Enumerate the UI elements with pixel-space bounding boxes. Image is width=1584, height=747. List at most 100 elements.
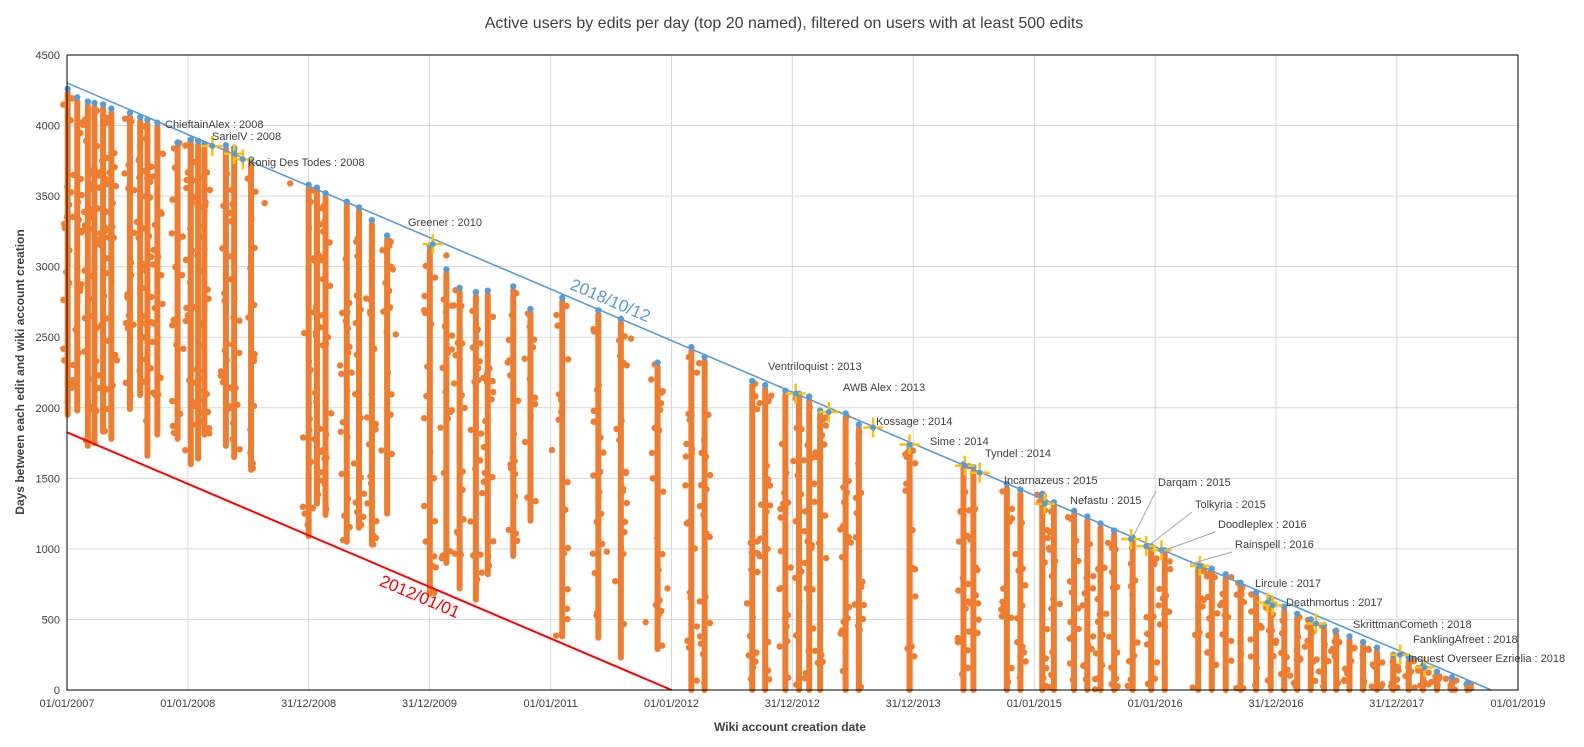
edit-point xyxy=(1022,658,1029,665)
last-edit-point xyxy=(842,410,849,417)
edit-point xyxy=(422,262,429,270)
last-edit-point xyxy=(701,353,708,361)
edit-point xyxy=(98,321,105,328)
edit-point xyxy=(337,428,344,436)
edit-point xyxy=(912,593,919,600)
edit-point xyxy=(170,316,177,323)
edit-point xyxy=(804,441,811,449)
edit-point xyxy=(683,440,690,448)
edit-point xyxy=(776,643,783,650)
edit-point xyxy=(357,306,364,313)
edit-point xyxy=(459,486,466,493)
edit-point xyxy=(682,482,689,489)
edit-point xyxy=(244,175,251,182)
edit-point xyxy=(1046,528,1054,536)
edit-point xyxy=(812,449,819,456)
edit-point xyxy=(448,332,456,339)
edit-point xyxy=(794,472,801,479)
edit-point xyxy=(781,489,788,496)
edit-point xyxy=(814,659,821,667)
edit-point xyxy=(82,137,90,145)
edit-point xyxy=(247,192,255,199)
edit-point xyxy=(954,634,961,642)
edit-point xyxy=(656,597,663,604)
edit-point xyxy=(95,236,102,243)
edit-point xyxy=(388,450,396,458)
edit-point xyxy=(1112,675,1120,682)
edit-point xyxy=(1094,618,1102,625)
named-user-label: Incarnazeus : 2015 xyxy=(1004,475,1098,487)
edit-point xyxy=(189,398,196,406)
edit-point xyxy=(1067,515,1075,522)
last-edit-point xyxy=(472,288,480,296)
last-edit-point xyxy=(559,294,566,301)
last-edit-point xyxy=(74,94,81,101)
edit-point xyxy=(305,358,313,365)
edit-point xyxy=(480,478,488,486)
named-user-label: Rainspell : 2016 xyxy=(1235,539,1314,551)
edit-point xyxy=(642,619,649,626)
edit-point xyxy=(367,480,375,487)
edit-point xyxy=(845,477,852,485)
edit-point xyxy=(532,498,539,505)
edit-point xyxy=(109,200,117,207)
edit-point xyxy=(1014,615,1021,622)
edit-point xyxy=(1017,653,1024,661)
edit-point xyxy=(648,376,655,383)
edit-point xyxy=(1109,584,1117,591)
edit-point xyxy=(354,252,361,260)
edit-point xyxy=(133,218,141,226)
edit-point xyxy=(1134,639,1141,646)
edit-point xyxy=(967,536,974,543)
edit-point xyxy=(189,177,196,184)
named-user-point xyxy=(1313,620,1320,627)
edit-point xyxy=(1253,664,1261,672)
last-edit-point xyxy=(1333,627,1340,634)
user-edit-column xyxy=(182,140,199,468)
edit-point xyxy=(147,194,154,201)
edit-point xyxy=(322,398,329,406)
edit-point xyxy=(368,257,375,265)
y-tick-label: 3000 xyxy=(36,262,60,274)
edit-point xyxy=(1075,605,1082,612)
edit-point xyxy=(616,436,623,444)
edit-point xyxy=(784,637,791,645)
edit-point xyxy=(102,175,109,182)
edit-point xyxy=(811,647,819,654)
edit-point xyxy=(1075,625,1082,633)
edit-point xyxy=(1073,537,1080,544)
edit-point xyxy=(459,468,466,475)
user-edit-column xyxy=(1203,569,1221,693)
edit-point xyxy=(158,272,165,279)
edit-point xyxy=(1204,593,1212,601)
edit-point xyxy=(1092,676,1099,683)
edit-point xyxy=(467,426,474,433)
edit-point xyxy=(366,441,373,448)
user-edit-column xyxy=(350,208,368,531)
edit-point xyxy=(388,263,395,270)
edit-point xyxy=(1402,672,1409,680)
user-edit-column xyxy=(1247,591,1265,693)
edit-point xyxy=(158,210,165,217)
edit-point xyxy=(696,633,704,640)
edit-point xyxy=(1019,643,1026,650)
edit-point xyxy=(339,309,346,316)
edit-point xyxy=(554,322,561,329)
edit-point xyxy=(507,465,515,472)
edit-point xyxy=(686,589,694,596)
edit-point xyxy=(430,475,438,482)
edit-point xyxy=(326,282,334,289)
user-edit-column xyxy=(1044,503,1063,693)
edit-point xyxy=(368,391,375,398)
user-edit-column xyxy=(102,109,121,442)
edit-point xyxy=(157,374,164,381)
edit-point xyxy=(860,601,867,609)
edit-point xyxy=(706,533,713,541)
edit-point xyxy=(112,182,120,190)
edit-point xyxy=(548,446,556,454)
edit-point xyxy=(147,253,155,260)
edit-point xyxy=(1217,602,1224,609)
edit-point xyxy=(763,508,770,515)
edit-point xyxy=(838,553,846,561)
edit-point xyxy=(474,576,481,583)
